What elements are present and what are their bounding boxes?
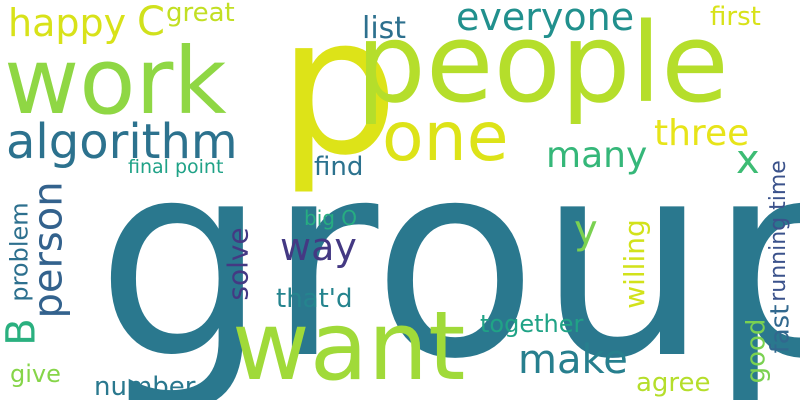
word-everyone: everyone	[456, 0, 635, 39]
word-group: group	[96, 103, 800, 400]
word-together: together	[480, 310, 584, 338]
word-list: list	[362, 11, 407, 46]
word-algorithm: algorithm	[6, 114, 238, 170]
word-many: many	[546, 135, 648, 176]
word-final-point: final point	[128, 156, 224, 178]
word-one: one	[382, 98, 509, 177]
word-p: p	[278, 0, 399, 197]
word-b: B	[0, 318, 45, 346]
word-way: way	[280, 225, 357, 269]
word-willing: willing	[617, 219, 651, 309]
word-problem: problem	[5, 202, 34, 302]
word-work: work	[4, 28, 227, 135]
word-want: want	[232, 292, 466, 400]
word-number: number	[94, 372, 196, 400]
word-give: give	[10, 360, 61, 388]
word-solve: solve	[221, 227, 255, 301]
word-y: y	[574, 207, 598, 253]
word-running-time: running time	[765, 160, 791, 302]
word-first: first	[710, 2, 761, 32]
word-thatd: that'd	[276, 284, 353, 314]
word-c: C	[137, 0, 165, 45]
word-three: three	[654, 113, 750, 154]
word-good: good	[741, 318, 772, 384]
word-agree: agree	[636, 368, 711, 398]
word-make: make	[518, 337, 628, 383]
word-people: people	[356, 0, 729, 127]
word-find: find	[314, 152, 364, 182]
word-big-o: big O	[304, 206, 358, 230]
word-happy: happy	[8, 1, 127, 45]
word-person: person	[25, 181, 72, 319]
word-x: x	[736, 137, 760, 183]
word-great: great	[166, 0, 235, 28]
